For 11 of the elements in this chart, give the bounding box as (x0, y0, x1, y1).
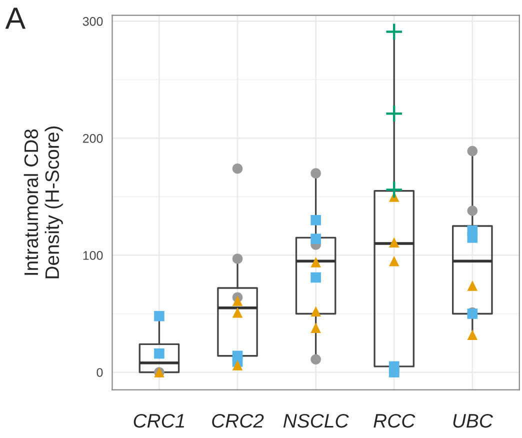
y-tick-label: 100 (83, 251, 103, 260)
y-axis-title: Intratumoral CD8 Density (H-Score) (24, 126, 63, 278)
x-tick-label: NSCLC (283, 414, 349, 428)
x-tick-label: CRC1 (134, 414, 184, 428)
y-tick-label: 0 (96, 368, 103, 377)
y-tick-label: 200 (82, 134, 103, 143)
chart-title: A (5, 8, 26, 29)
x-tick-label: RCC (374, 414, 416, 428)
x-tick-label: CRC2 (212, 414, 264, 428)
x-tick-label: UBC (453, 414, 494, 428)
y-tick-label: 300 (82, 16, 103, 26)
